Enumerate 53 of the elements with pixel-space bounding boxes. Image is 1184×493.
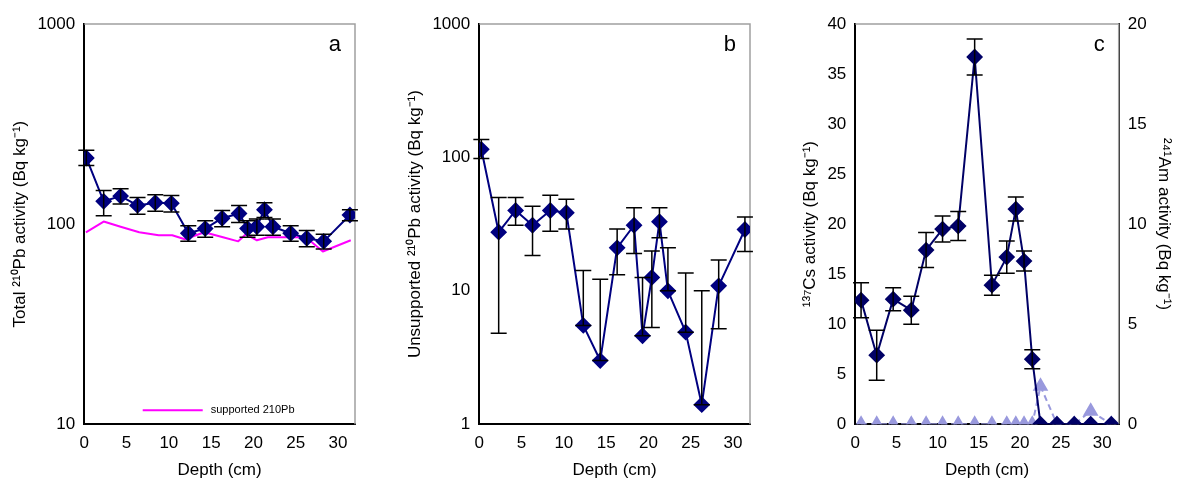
x-tick-label: 5 <box>121 433 132 453</box>
y-tick-label: 25 <box>827 163 847 183</box>
y-tick-label: 0 <box>836 413 847 433</box>
x-tick-label: 15 <box>201 433 221 453</box>
x-tick-label: 0 <box>79 433 89 453</box>
x-tick-label: 30 <box>328 433 348 453</box>
x-tick-label: 15 <box>969 433 989 453</box>
x-tick-label: 25 <box>681 433 701 453</box>
x-tick-label: 30 <box>723 433 743 453</box>
x-tick-label: 20 <box>244 433 263 453</box>
y-tick-label: 35 <box>827 63 847 83</box>
y-tick-label: 10 <box>451 280 471 300</box>
x-axis-title: Depth (cm) <box>177 460 262 480</box>
annotation: c <box>1093 31 1105 57</box>
y2-tick-label: 0 <box>1127 413 1138 433</box>
y2-axis-title: ²⁴¹Am activity (Bq kg⁻¹) <box>1155 138 1175 311</box>
annotation: a <box>328 31 342 57</box>
y2-tick-label: 5 <box>1127 313 1138 333</box>
y2-tick-label: 20 <box>1127 13 1147 33</box>
y-tick-label: 1000 <box>37 13 76 33</box>
x-tick-label: 0 <box>850 433 861 453</box>
x-tick-label: 15 <box>596 433 616 453</box>
annotation: b <box>723 31 736 57</box>
x-tick-label: 5 <box>891 433 902 453</box>
y-tick-label: 100 <box>46 213 76 233</box>
y-tick-label: 40 <box>827 13 847 33</box>
x-tick-label: 10 <box>159 433 179 453</box>
y-tick-label: 10 <box>56 413 76 433</box>
y2-tick-label: 10 <box>1127 213 1147 233</box>
y-axis-title: ¹³⁷Cs activity (Bq kg⁻¹) <box>799 141 819 308</box>
text: supported 210Pb <box>210 403 295 416</box>
x-tick-label: 30 <box>1092 433 1112 453</box>
x-tick-label: 25 <box>1051 433 1071 453</box>
x-tick-label: 10 <box>928 433 948 453</box>
y-tick-label: 1000 <box>432 13 471 33</box>
x-axis-title: Depth (cm) <box>572 460 657 480</box>
x-tick-label: 0 <box>474 433 484 453</box>
y-axis-title: Unsupported ²¹⁰Pb activity (Bq kg⁻¹) <box>404 90 424 359</box>
x-tick-label: 10 <box>554 433 574 453</box>
x-tick-label: 20 <box>639 433 658 453</box>
x-tick-label: 25 <box>286 433 306 453</box>
y-tick-label: 30 <box>827 113 847 133</box>
y-tick-label: 100 <box>441 147 471 167</box>
y-tick-label: 10 <box>827 313 847 333</box>
x-axis-title: Depth (cm) <box>944 460 1030 480</box>
y2-tick-label: 15 <box>1127 113 1147 133</box>
y-tick-label: 1 <box>460 413 471 433</box>
y-tick-label: 20 <box>827 213 847 233</box>
x-tick-label: 5 <box>516 433 527 453</box>
y-tick-label: 5 <box>836 363 847 383</box>
x-tick-label: 20 <box>1010 433 1030 453</box>
y-axis-title: Total ²¹⁰Pb activity (Bq kg⁻¹) <box>9 120 29 328</box>
y-tick-label: 15 <box>827 263 847 283</box>
